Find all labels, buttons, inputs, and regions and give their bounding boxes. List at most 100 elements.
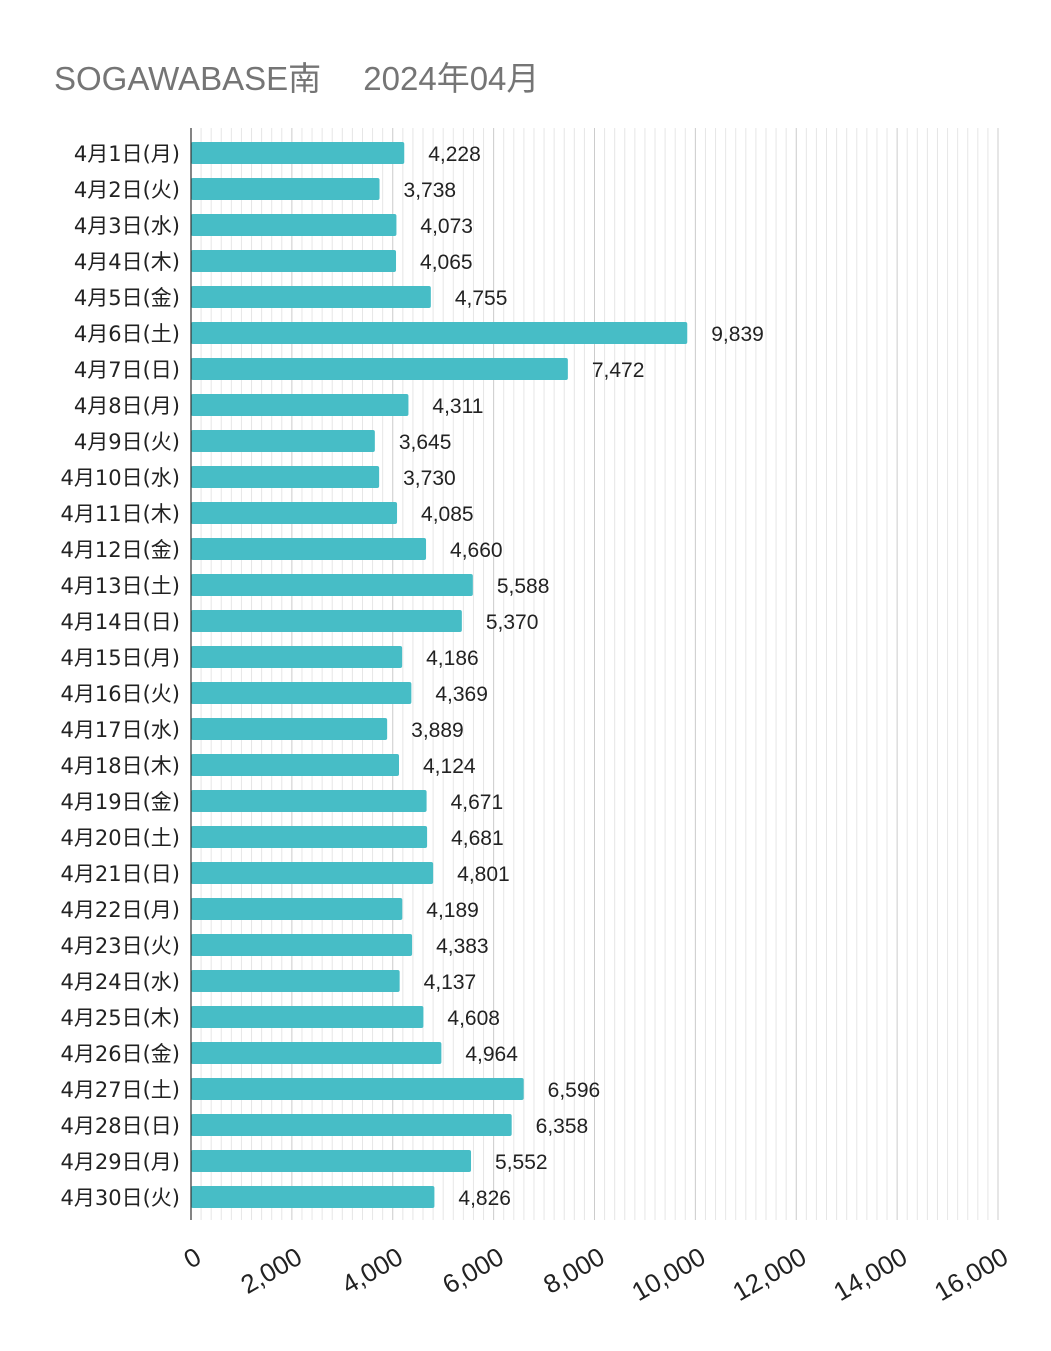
- x-tick-label: 12,000: [727, 1241, 811, 1307]
- category-label: 4月27日(土): [61, 1078, 180, 1102]
- bar: [191, 1078, 524, 1100]
- x-tick-label: 14,000: [828, 1241, 912, 1307]
- category-label: 4月25日(木): [61, 1006, 180, 1030]
- data-label: 4,755: [455, 287, 508, 310]
- data-label: 4,964: [465, 1043, 518, 1066]
- data-label: 4,608: [447, 1007, 500, 1030]
- data-label: 4,065: [420, 251, 473, 274]
- chart-title: SOGAWABASE南 2024年04月: [54, 60, 540, 97]
- category-label: 4月12日(金): [61, 538, 180, 562]
- bar: [191, 358, 568, 380]
- category-label: 4月19日(金): [61, 790, 180, 814]
- bar: [191, 502, 398, 524]
- data-label: 4,383: [436, 935, 489, 958]
- bar: [191, 718, 388, 740]
- x-tick-label: 4,000: [336, 1241, 407, 1300]
- category-label: 4月30日(火): [61, 1186, 180, 1210]
- category-label: 4月6日(土): [74, 322, 180, 346]
- data-label: 4,186: [426, 647, 479, 670]
- data-label: 3,889: [411, 719, 464, 742]
- category-label: 4月9日(火): [74, 430, 180, 454]
- category-label: 4月1日(月): [74, 142, 180, 166]
- data-label: 4,681: [451, 827, 504, 850]
- data-label: 5,552: [495, 1151, 548, 1174]
- category-label: 4月8日(月): [74, 394, 180, 418]
- bar: [191, 1042, 442, 1064]
- x-tick-label: 16,000: [929, 1241, 1013, 1307]
- data-label: 4,671: [451, 791, 504, 814]
- bar: [191, 178, 380, 200]
- category-label: 4月26日(金): [61, 1042, 180, 1066]
- category-label: 4月18日(木): [61, 754, 180, 778]
- category-label: 4月24日(水): [61, 970, 180, 994]
- category-label: 4月21日(日): [61, 862, 180, 886]
- bar: [191, 142, 405, 164]
- category-label: 4月7日(日): [74, 358, 180, 382]
- bar: [191, 322, 688, 344]
- bar: [191, 934, 413, 956]
- bar: [191, 754, 400, 776]
- category-label: 4月3日(水): [74, 214, 180, 238]
- category-label: 4月11日(木): [61, 502, 180, 526]
- category-label: 4月5日(金): [74, 286, 180, 310]
- x-tick-label: 6,000: [437, 1241, 508, 1300]
- category-label: 4月10日(水): [61, 466, 180, 490]
- category-label: 4月13日(土): [61, 574, 180, 598]
- data-label: 3,645: [399, 431, 452, 454]
- bar: [191, 826, 428, 848]
- data-label: 9,839: [711, 323, 764, 346]
- x-tick-label: 2,000: [236, 1241, 307, 1300]
- bar: [191, 1114, 512, 1136]
- data-label: 4,369: [435, 683, 488, 706]
- bar: [191, 250, 397, 272]
- bar: [191, 430, 375, 452]
- category-label: 4月2日(火): [74, 178, 180, 202]
- x-tick-label: 10,000: [626, 1241, 710, 1307]
- bar: [191, 214, 397, 236]
- data-label: 4,137: [424, 971, 477, 994]
- bar: [191, 1150, 472, 1172]
- data-label: 4,189: [426, 899, 479, 922]
- data-label: 4,801: [457, 863, 510, 886]
- bar: [191, 574, 473, 596]
- bar: [191, 286, 431, 308]
- data-label: 3,730: [403, 467, 456, 490]
- data-label: 4,826: [458, 1187, 511, 1210]
- bar: [191, 682, 412, 704]
- bar: [191, 610, 462, 632]
- bar: [191, 970, 400, 992]
- data-label: 4,311: [432, 395, 483, 418]
- x-tick-label: 8,000: [538, 1241, 609, 1300]
- data-label: 5,588: [497, 575, 550, 598]
- category-label: 4月4日(木): [74, 250, 180, 274]
- category-label: 4月14日(日): [61, 610, 180, 634]
- category-label: 4月16日(火): [61, 682, 180, 706]
- data-label: 7,472: [592, 359, 645, 382]
- category-label: 4月20日(土): [61, 826, 180, 850]
- data-label: 5,370: [486, 611, 539, 634]
- category-label: 4月15日(月): [61, 646, 180, 670]
- data-label: 4,124: [423, 755, 476, 778]
- data-label: 4,228: [428, 143, 481, 166]
- bar: [191, 1186, 435, 1208]
- data-label: 6,358: [536, 1115, 589, 1138]
- bar: [191, 646, 403, 668]
- bar: [191, 898, 403, 920]
- bar: [191, 790, 427, 812]
- category-label: 4月23日(火): [61, 934, 180, 958]
- bar: [191, 466, 380, 488]
- x-tick-label: 0: [178, 1241, 206, 1274]
- bar: [191, 1006, 424, 1028]
- data-label: 3,738: [404, 179, 457, 202]
- bar: [191, 394, 409, 416]
- category-label: 4月17日(水): [61, 718, 180, 742]
- category-label: 4月29日(月): [61, 1150, 180, 1174]
- data-label: 4,085: [421, 503, 474, 526]
- data-label: 4,073: [420, 215, 473, 238]
- category-label: 4月28日(日): [61, 1114, 180, 1138]
- bar: [191, 862, 434, 884]
- category-label: 4月22日(月): [61, 898, 180, 922]
- data-label: 6,596: [548, 1079, 601, 1102]
- bar: [191, 538, 427, 560]
